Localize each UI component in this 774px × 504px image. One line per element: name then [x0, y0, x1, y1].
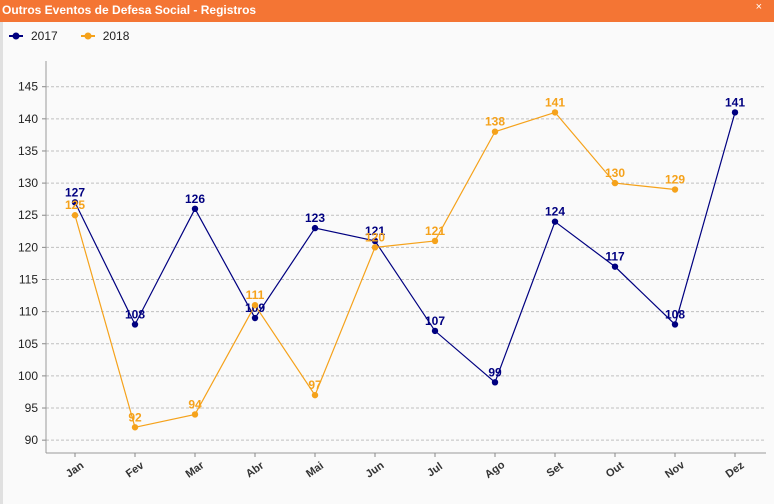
- data-label-2017: 107: [425, 314, 445, 328]
- data-point-2017[interactable]: [311, 224, 319, 232]
- data-point-2018[interactable]: [191, 411, 199, 418]
- data-point-2018[interactable]: [431, 237, 439, 245]
- x-tick-label: Abr: [244, 459, 267, 480]
- y-tick-label: 130: [18, 176, 38, 190]
- window-left-edge: [0, 22, 3, 504]
- x-tick-label: Jan: [64, 459, 87, 480]
- data-label-2017: 121: [365, 224, 385, 238]
- data-label-2018: 97: [308, 378, 322, 392]
- x-tick-label: Fev: [124, 459, 147, 480]
- data-label-2018: 92: [128, 410, 142, 424]
- data-point-2017[interactable]: [71, 199, 79, 206]
- data-label-2018: 138: [485, 115, 505, 129]
- data-point-2017[interactable]: [611, 263, 619, 270]
- data-point-2017[interactable]: [131, 321, 139, 328]
- plot-area: [46, 61, 766, 453]
- data-label-2017: 99: [488, 365, 502, 379]
- close-icon[interactable]: ×: [755, 1, 762, 13]
- x-tick-label: Mar: [184, 459, 207, 480]
- data-point-2017[interactable]: [671, 321, 679, 328]
- chart-legend: 2017 2018: [8, 27, 151, 45]
- x-tick-label: Ago: [483, 459, 508, 481]
- data-point-2017[interactable]: [491, 379, 499, 386]
- y-tick-label: 125: [18, 208, 38, 222]
- data-label-2018: 125: [65, 198, 85, 212]
- data-label-2018: 111: [246, 288, 265, 302]
- data-label-2017: 108: [665, 307, 685, 321]
- y-tick-label: 140: [18, 112, 38, 126]
- data-point-2018[interactable]: [371, 244, 379, 251]
- legend-label-2017: 2017: [31, 29, 58, 43]
- y-tick-label: 120: [18, 240, 38, 254]
- data-point-2018[interactable]: [131, 424, 139, 431]
- data-label-2018: 129: [665, 173, 685, 187]
- legend-item-2017[interactable]: 2017: [8, 29, 58, 43]
- data-point-2018[interactable]: [551, 109, 559, 116]
- y-tick-label: 90: [25, 433, 39, 447]
- data-point-2017[interactable]: [371, 237, 379, 245]
- x-tick-label: Out: [604, 459, 627, 480]
- x-tick-label: Dez: [724, 459, 747, 480]
- data-label-2018: 130: [605, 166, 625, 180]
- data-point-2017[interactable]: [551, 218, 559, 225]
- y-tick-label: 110: [19, 305, 38, 319]
- data-label-2017: 141: [725, 95, 745, 109]
- y-tick-label: 145: [18, 80, 38, 94]
- window-titlebar[interactable]: Outros Eventos de Defesa Social - Regist…: [0, 0, 774, 22]
- y-tick-label: 115: [19, 272, 38, 286]
- data-point-2018[interactable]: [71, 212, 79, 219]
- data-label-2017: 123: [305, 211, 325, 225]
- x-tick-label: Mai: [304, 460, 326, 480]
- data-label-2018: 120: [365, 230, 385, 244]
- y-tick-label: 105: [18, 337, 38, 351]
- data-point-2018[interactable]: [251, 301, 259, 309]
- data-label-2018: 94: [188, 397, 202, 411]
- data-label-2018: 141: [545, 95, 565, 109]
- data-label-2017: 117: [605, 250, 625, 264]
- data-point-2017[interactable]: [431, 327, 439, 335]
- data-label-2017: 124: [545, 205, 565, 219]
- legend-marker-2018-icon: [80, 32, 95, 40]
- legend-label-2018: 2018: [102, 29, 130, 43]
- x-tick-label: Jun: [364, 459, 387, 480]
- y-tick-label: 135: [18, 144, 38, 158]
- series-line-2017: [74, 112, 736, 384]
- data-point-2018[interactable]: [671, 186, 679, 193]
- data-label-2018: 121: [425, 224, 445, 238]
- y-tick-label: 100: [18, 369, 38, 383]
- data-point-2017[interactable]: [191, 205, 199, 213]
- data-label-2017: 126: [185, 192, 205, 206]
- legend-item-2018[interactable]: 2018: [80, 29, 130, 43]
- x-tick-label: Nov: [663, 459, 688, 481]
- data-point-2017[interactable]: [731, 109, 739, 116]
- data-point-2018[interactable]: [611, 179, 619, 187]
- x-tick-label: Set: [545, 460, 566, 480]
- data-point-2017[interactable]: [251, 314, 259, 322]
- data-label-2017: 108: [125, 307, 145, 321]
- legend-marker-2017-icon: [9, 32, 23, 40]
- data-point-2018[interactable]: [311, 391, 319, 399]
- y-tick-label: 95: [25, 401, 39, 415]
- data-label-2017: 127: [65, 185, 85, 199]
- data-point-2018[interactable]: [491, 128, 499, 135]
- x-tick-label: Jul: [425, 461, 445, 480]
- window-title: Outros Eventos de Defesa Social - Regist…: [2, 3, 257, 17]
